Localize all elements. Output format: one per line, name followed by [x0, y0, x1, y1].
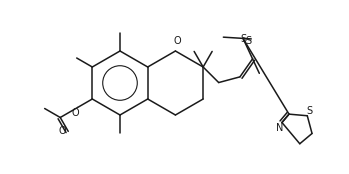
Text: O: O — [72, 108, 79, 117]
Text: S: S — [240, 34, 246, 44]
Text: O: O — [58, 126, 66, 136]
Text: N: N — [276, 122, 284, 133]
Text: O: O — [173, 36, 181, 46]
Text: S: S — [245, 36, 251, 46]
Text: S: S — [306, 106, 312, 116]
